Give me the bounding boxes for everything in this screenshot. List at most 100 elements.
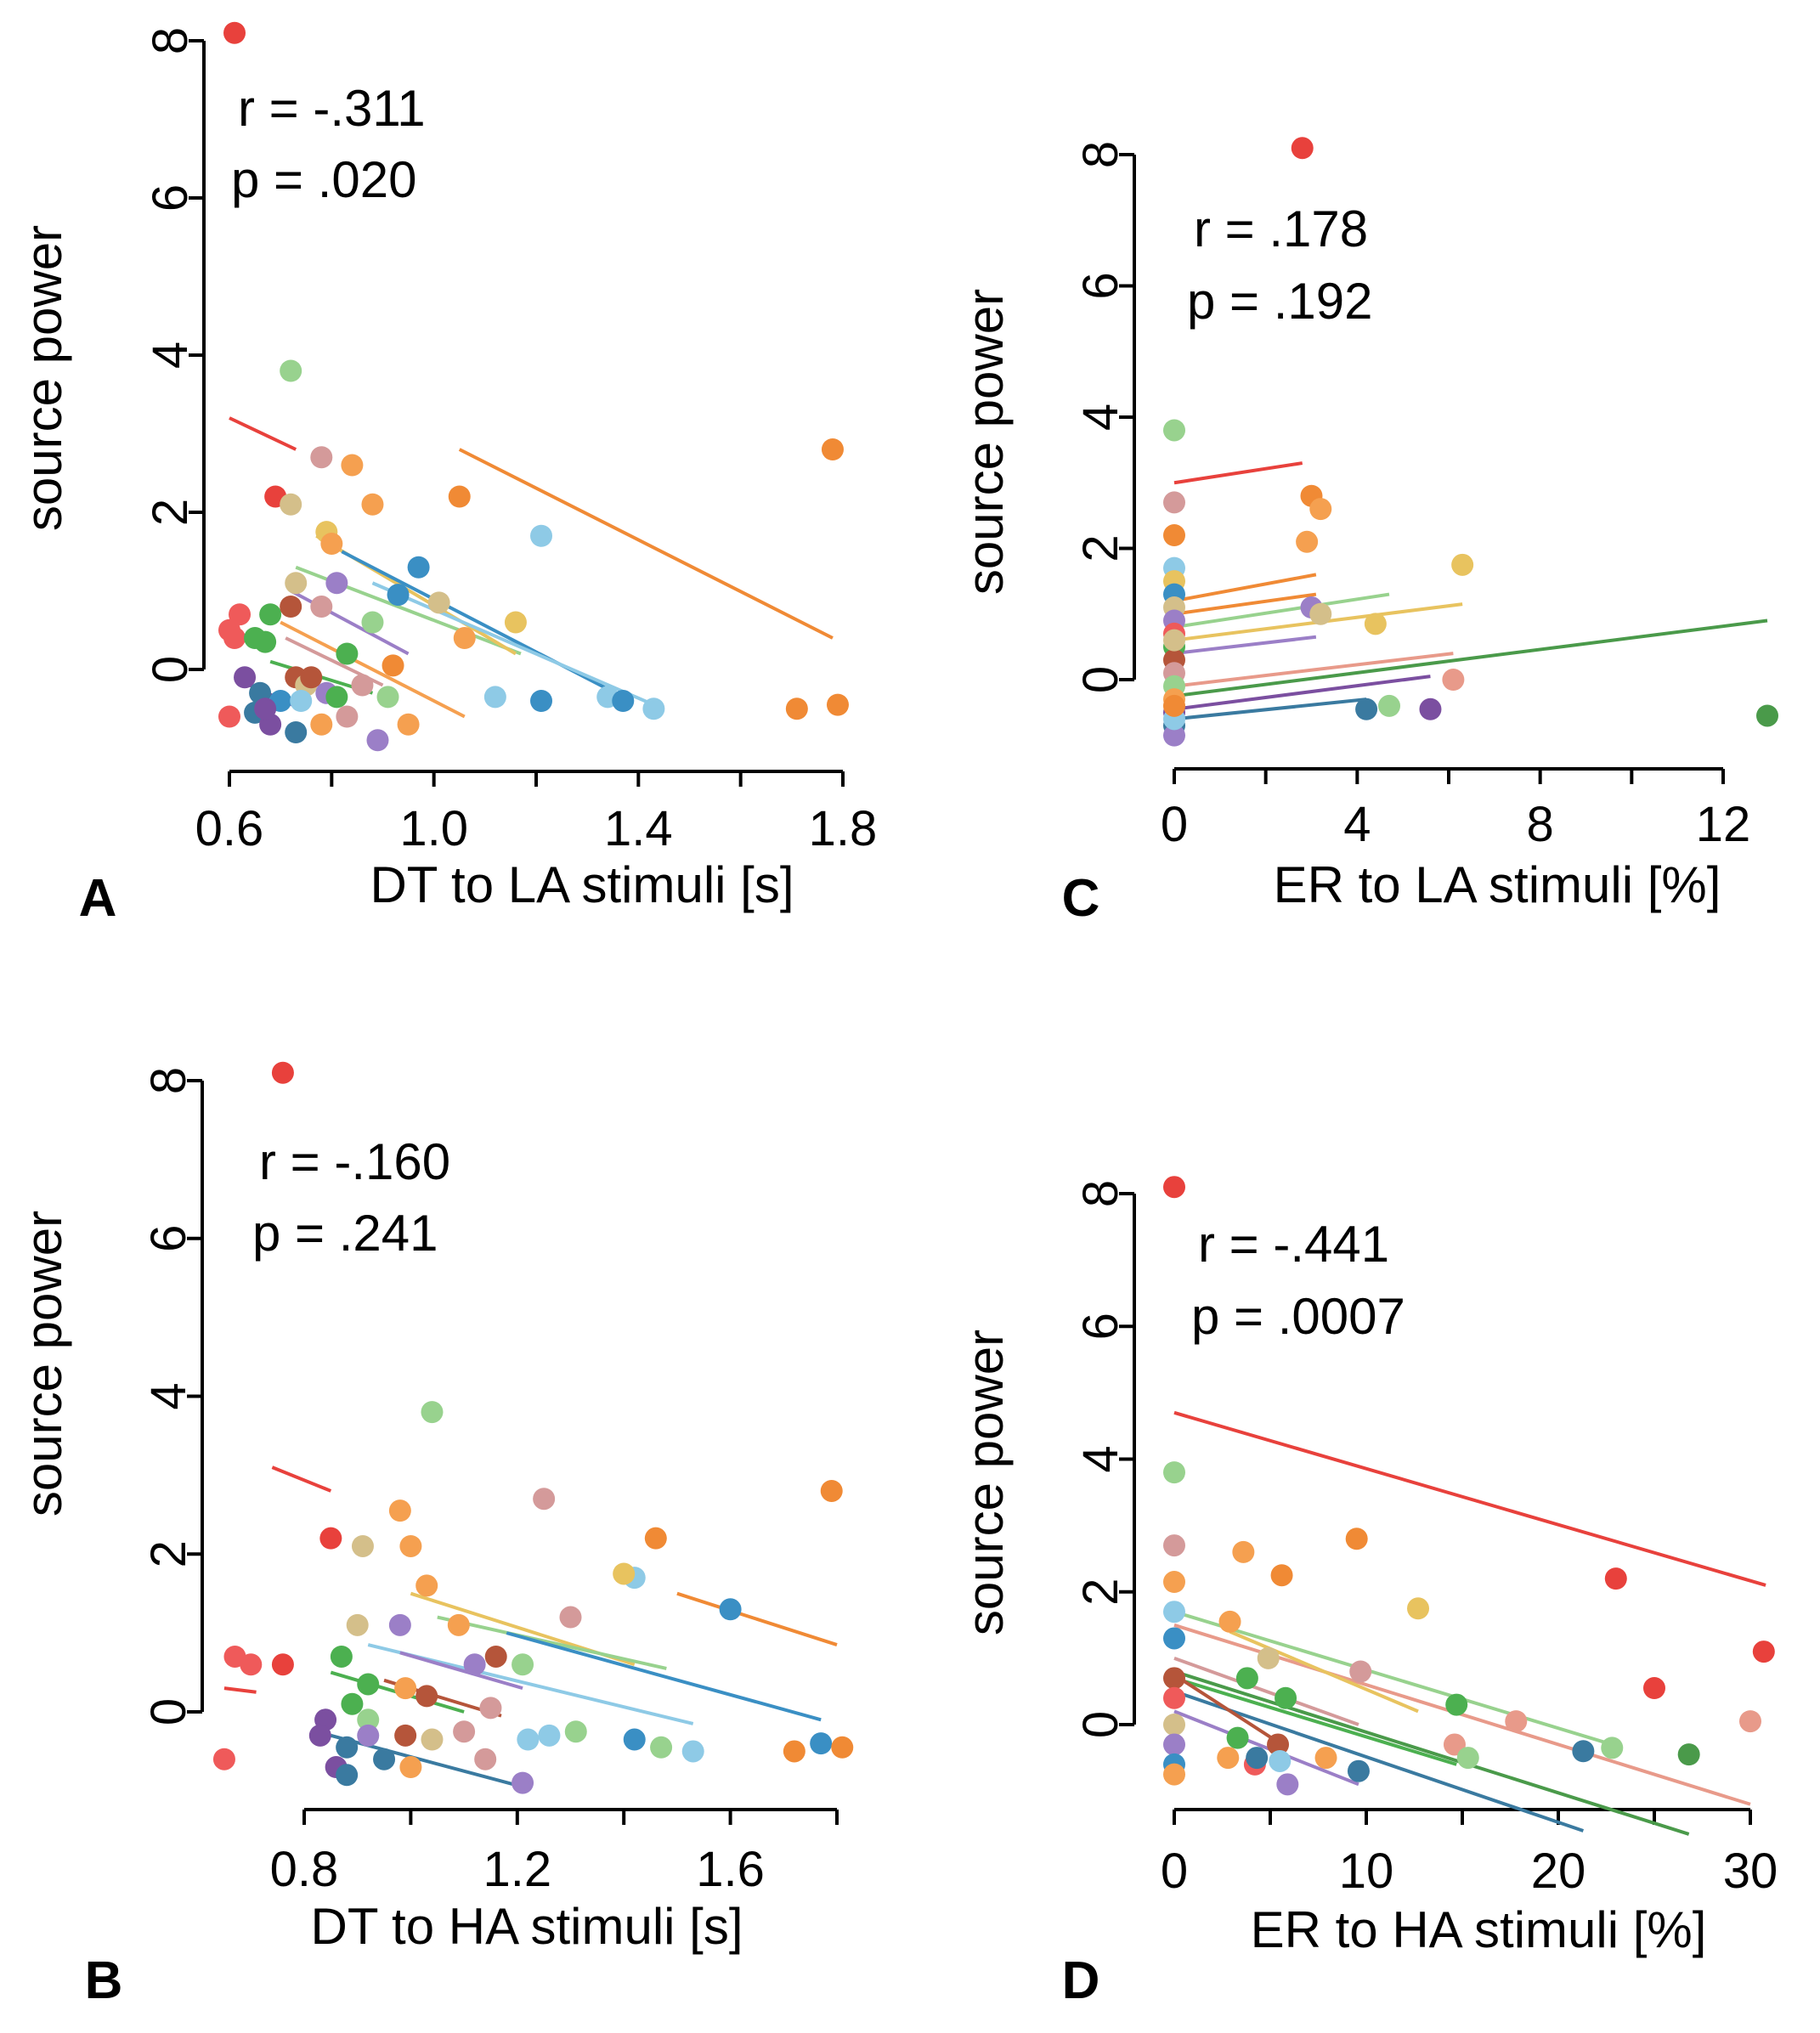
y-tick-label: 6 bbox=[1073, 272, 1128, 299]
data-point bbox=[1163, 1686, 1185, 1709]
regression-line bbox=[676, 1591, 838, 1646]
panel-letter: A bbox=[79, 869, 117, 928]
data-point bbox=[336, 1764, 359, 1787]
y-tick-label: 4 bbox=[141, 1382, 196, 1409]
data-point bbox=[341, 1692, 364, 1715]
y-axis-title: source power bbox=[957, 289, 1014, 595]
data-point bbox=[320, 533, 343, 555]
y-tick-label: 0 bbox=[141, 1698, 196, 1725]
data-point bbox=[1163, 1714, 1185, 1736]
data-point bbox=[785, 697, 808, 720]
data-point bbox=[612, 690, 635, 712]
data-point bbox=[1163, 419, 1185, 442]
data-point bbox=[1442, 669, 1465, 691]
data-point bbox=[1270, 1564, 1293, 1587]
data-point bbox=[300, 666, 323, 689]
regression-line bbox=[271, 1465, 332, 1493]
y-tick-label: 0 bbox=[1073, 1711, 1128, 1738]
regression-line bbox=[1173, 1410, 1766, 1587]
regression-line bbox=[1173, 461, 1303, 485]
data-point bbox=[1163, 1763, 1185, 1786]
data-point bbox=[453, 1720, 476, 1743]
data-point bbox=[212, 1748, 235, 1770]
data-point bbox=[336, 642, 359, 665]
y-axis-title: source power bbox=[15, 1211, 72, 1516]
data-point bbox=[357, 1673, 380, 1696]
regression-line bbox=[1173, 1676, 1457, 1766]
data-point bbox=[290, 690, 313, 712]
data-point bbox=[821, 438, 844, 460]
data-point bbox=[783, 1740, 805, 1763]
data-point bbox=[308, 1724, 331, 1747]
regression-line bbox=[223, 1686, 257, 1694]
data-point bbox=[463, 1653, 486, 1676]
data-point bbox=[1752, 1641, 1775, 1663]
x-tick-label: 0 bbox=[1161, 797, 1188, 852]
data-point bbox=[336, 705, 359, 728]
data-point bbox=[341, 454, 364, 477]
data-point bbox=[280, 359, 302, 382]
data-point bbox=[504, 611, 527, 634]
data-point bbox=[642, 697, 665, 720]
y-tick-label: 6 bbox=[1073, 1313, 1128, 1340]
data-point bbox=[820, 1479, 843, 1502]
x-tick-label: 1.6 bbox=[696, 1842, 765, 1897]
data-point bbox=[1163, 1461, 1185, 1484]
x-tick-label: 4 bbox=[1343, 797, 1371, 852]
data-point bbox=[1601, 1737, 1624, 1759]
y-tick-label: 2 bbox=[143, 499, 198, 526]
data-point bbox=[259, 603, 282, 626]
data-point bbox=[1163, 1733, 1185, 1756]
regression-line bbox=[290, 589, 410, 656]
data-point bbox=[1269, 1749, 1292, 1772]
x-tick-label: 0.6 bbox=[195, 801, 264, 856]
data-point bbox=[1257, 1646, 1280, 1669]
x-tick-label: 1.4 bbox=[604, 801, 673, 856]
data-point bbox=[1643, 1677, 1665, 1700]
data-point bbox=[271, 1061, 294, 1084]
data-point bbox=[310, 713, 333, 736]
regression-line bbox=[1229, 1629, 1419, 1714]
data-point bbox=[399, 1756, 422, 1779]
data-point bbox=[1419, 697, 1442, 720]
y-tick-label: 8 bbox=[1073, 1180, 1128, 1207]
y-tick-label: 2 bbox=[1073, 534, 1128, 562]
data-point bbox=[254, 697, 277, 720]
regression-line bbox=[458, 448, 834, 640]
panel-a: 0 2 4 6 8 0.6 1.0 1.4 1.8 source power DT to LA st… bbox=[15, 21, 878, 928]
regression-line bbox=[1173, 1690, 1585, 1833]
data-point bbox=[387, 584, 410, 607]
data-point bbox=[319, 1527, 342, 1550]
data-point bbox=[1443, 1733, 1466, 1756]
correlation-p: p = .241 bbox=[252, 1205, 438, 1262]
regression-line bbox=[1173, 652, 1454, 688]
data-point bbox=[240, 1653, 263, 1676]
y-tick-label: 6 bbox=[141, 1225, 196, 1252]
data-point bbox=[388, 1613, 411, 1636]
data-point bbox=[1345, 1528, 1368, 1550]
data-point bbox=[325, 686, 348, 709]
data-point bbox=[254, 630, 277, 653]
regression-line bbox=[1173, 1669, 1690, 1836]
y-tick-label: 0 bbox=[1073, 666, 1128, 693]
data-point bbox=[447, 1613, 470, 1636]
data-point bbox=[394, 1724, 417, 1747]
data-point bbox=[1246, 1747, 1269, 1770]
x-axis-title: ER to HA stimuli [%] bbox=[1251, 1901, 1707, 1958]
data-point bbox=[280, 596, 302, 618]
regression-line bbox=[1173, 675, 1431, 711]
data-point bbox=[1296, 530, 1319, 553]
data-point bbox=[1445, 1693, 1468, 1716]
x-tick-label: 1.8 bbox=[809, 801, 878, 856]
data-point bbox=[1349, 1660, 1372, 1683]
data-point bbox=[1677, 1743, 1700, 1766]
y-tick-label: 8 bbox=[143, 27, 198, 54]
correlation-r: r = -.160 bbox=[259, 1133, 450, 1190]
data-point bbox=[1232, 1540, 1255, 1563]
data-point bbox=[533, 1488, 556, 1511]
data-point bbox=[1163, 629, 1185, 652]
data-point bbox=[1276, 1773, 1299, 1796]
data-point bbox=[280, 493, 302, 516]
correlation-p: p = .0007 bbox=[1191, 1288, 1405, 1345]
data-point bbox=[559, 1606, 582, 1629]
